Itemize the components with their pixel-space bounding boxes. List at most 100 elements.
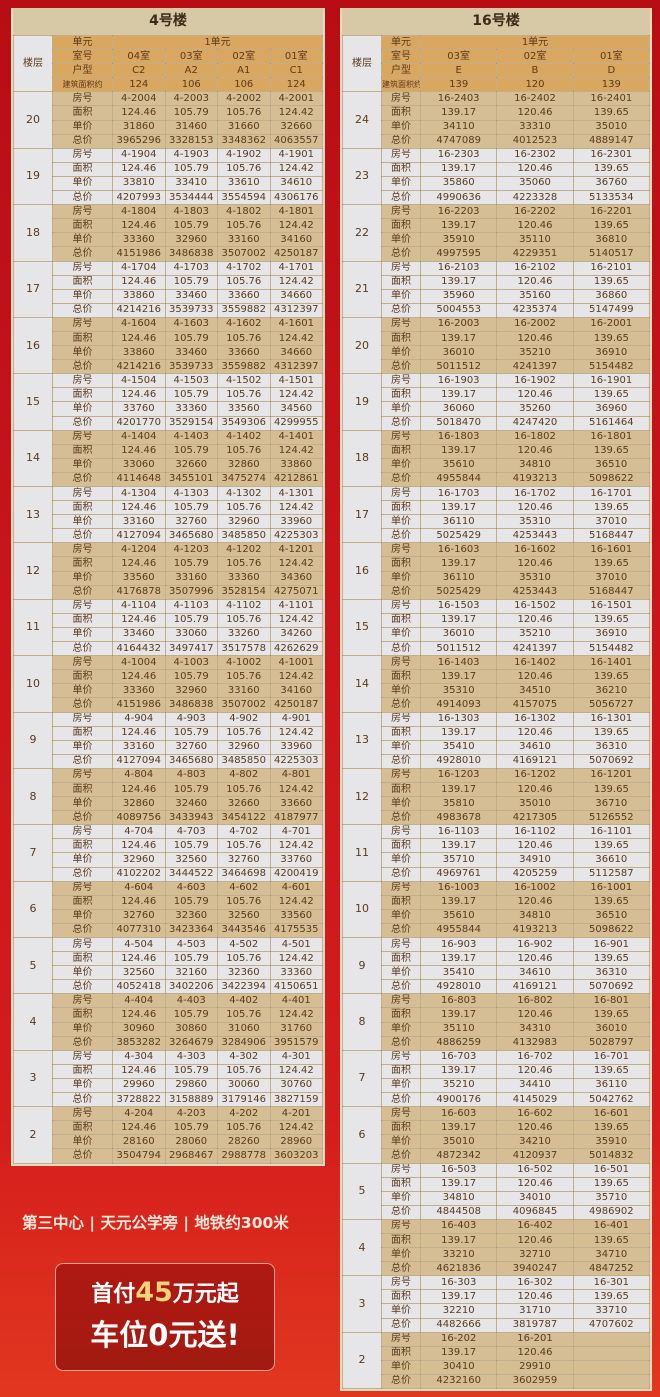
- cell-rooms: 16-702: [496, 1049, 574, 1065]
- cell-rooms: 4-1004: [112, 655, 166, 671]
- row-label: 面积: [381, 669, 421, 685]
- table-row: 15 房号 4-1504 4-1503 4-1502 4-1501: [13, 373, 323, 431]
- cell-rooms: 4-703: [164, 824, 218, 840]
- row-label: 总价: [52, 190, 113, 206]
- cell-rooms: 4-1803: [164, 204, 218, 220]
- cell-total: 3348362: [217, 133, 271, 149]
- floor-number: 9: [342, 936, 382, 995]
- table-row: 总价 4844508 4096845 4986902: [343, 1204, 651, 1220]
- cell-rooms: 16-1602: [496, 542, 574, 558]
- row-label: 总价: [381, 979, 421, 995]
- cell-area: 124.42: [269, 612, 323, 628]
- cell-rooms: 16-1801: [572, 429, 651, 445]
- cell-total: 3158889: [164, 1092, 218, 1108]
- cell-price: 35210: [496, 345, 574, 361]
- cell-price: 32560: [112, 965, 166, 981]
- row-label: 房号: [52, 316, 113, 332]
- cell-price: 33660: [269, 796, 323, 812]
- row-label: 房号: [381, 429, 421, 445]
- table-row: 单价 28160 28060 28260 28960: [14, 1134, 323, 1150]
- row-label: 单价: [381, 1077, 421, 1094]
- cell-total: 4844508: [419, 1204, 498, 1220]
- cell-price: 32660: [269, 119, 323, 135]
- row-label: 房号: [52, 1049, 113, 1065]
- table-row: 面积 139.17 120.46 139.65: [343, 161, 651, 177]
- cell-rooms: 4-402: [217, 993, 271, 1009]
- cell-area: 124.42: [269, 725, 323, 741]
- floor-number: 17: [13, 260, 53, 318]
- cell-price: 32960: [164, 683, 218, 699]
- cell-area: 120.46: [496, 1120, 574, 1136]
- cell-total: 3497417: [164, 641, 218, 657]
- cell-price: 33760: [269, 852, 323, 868]
- cell-area: 105.76: [217, 274, 271, 290]
- row-label: 单价: [381, 457, 421, 473]
- cell-area: 139.65: [572, 330, 651, 347]
- cell-total: 3284906: [217, 1035, 271, 1051]
- cell-rooms: 4-504: [112, 936, 166, 953]
- cell-price: 36860: [572, 288, 651, 304]
- header-cell: 106: [164, 77, 218, 93]
- row-label: 总价: [381, 697, 421, 713]
- cell-rooms: 4-1601: [269, 316, 323, 332]
- cell-price: 35910: [419, 232, 498, 248]
- cell-area: 124.46: [112, 330, 166, 347]
- slogan: 第三中心 | 天元公学旁 | 地铁约300米: [22, 1214, 289, 1232]
- table-row: 14 房号 4-1404 4-1403 4-1402 4-1401: [13, 429, 323, 488]
- row-label: 面积: [381, 330, 421, 347]
- table-row: 总价 5004553 4235374 5147499: [343, 302, 651, 318]
- header-label: 室号: [381, 49, 421, 65]
- cell-total: 2988778: [217, 1148, 271, 1164]
- row-label: 面积: [52, 669, 113, 685]
- cell-total: 3179146: [217, 1092, 271, 1108]
- cell-total: 5056727: [572, 697, 651, 713]
- cell-rooms: 4-1502: [217, 373, 271, 389]
- table-row: 面积 124.46 105.79 105.76 124.42: [14, 387, 323, 403]
- cell-price: 35410: [419, 965, 498, 981]
- cell-rooms: 16-2002: [496, 316, 574, 332]
- cell-area: 139.65: [572, 1063, 651, 1079]
- row-label: 总价: [381, 302, 421, 318]
- table-row: 总价 4207993 3534444 3554594 4306176: [14, 190, 323, 206]
- cell-area: 124.42: [269, 161, 323, 177]
- table-row: 20 房号 4-2004 4-2003 4-2002 4-2001: [13, 91, 323, 149]
- row-label: 总价: [381, 471, 421, 488]
- floor-number: 5: [342, 1162, 382, 1220]
- row-label: 总价: [52, 471, 113, 488]
- row-label: 面积: [381, 1120, 421, 1136]
- row-label: 总价: [381, 753, 421, 769]
- cell-total: 5098622: [572, 922, 651, 939]
- table-row: 单价 29960 29860 30060 30760: [14, 1077, 323, 1094]
- header-label: 单元: [52, 34, 113, 51]
- cell-area: 105.76: [217, 951, 271, 967]
- cell-price: 35210: [496, 626, 574, 643]
- cell-price: 31060: [217, 1021, 271, 1037]
- row-label: 房号: [381, 373, 421, 389]
- table-row: 单价 35860 35060 36760: [343, 175, 651, 192]
- table-row: 单价 36060 35260 36960: [343, 401, 651, 417]
- cell-price: 33660: [217, 345, 271, 361]
- table-row: 面积 139.17 120.46 139.65: [343, 1120, 651, 1136]
- cell-total: 4201770: [112, 415, 166, 431]
- row-label: 面积: [52, 781, 113, 798]
- cell-price: 30860: [164, 1021, 218, 1037]
- row-label: 面积: [381, 612, 421, 628]
- cell-rooms: 16-1101: [572, 824, 651, 840]
- cell-area: 139.17: [419, 612, 498, 628]
- table-row: 总价 4214216 3539733 3559882 4312397: [14, 302, 323, 318]
- cell-area: 105.76: [217, 838, 271, 854]
- cell-rooms: 16-1402: [496, 655, 574, 671]
- cell-price: 33360: [217, 570, 271, 586]
- table-row: 单价 33860 33460 33660 34660: [14, 288, 323, 304]
- cell-rooms: 4-1001: [269, 655, 323, 671]
- cell-price: 34210: [496, 1134, 574, 1150]
- cell-area: 105.79: [164, 838, 218, 854]
- cell-area: 105.79: [164, 725, 218, 741]
- cell-price: 35410: [419, 739, 498, 755]
- cell-total: 4176878: [112, 584, 166, 600]
- cell-area: 105.76: [217, 1007, 271, 1023]
- cell-area: 139.65: [572, 1120, 651, 1136]
- cell-area: 124.46: [112, 556, 166, 572]
- cell-area: 105.79: [164, 1007, 218, 1023]
- table-row: 单价 35710 34910 36610: [343, 852, 651, 868]
